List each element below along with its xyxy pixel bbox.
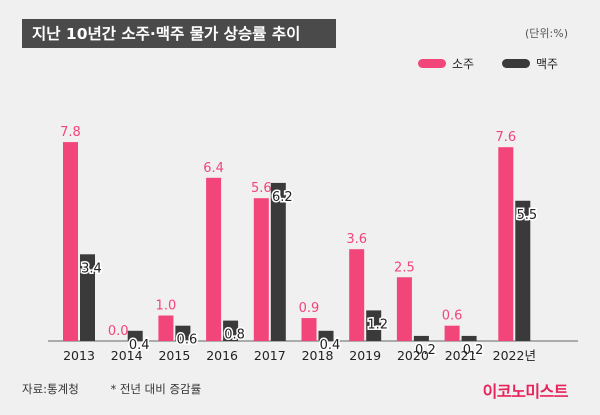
legend-label-soju: 소주 [452,56,475,71]
value-label-beer-2016: 0.8 [224,328,245,343]
bar-soju-2022년 [498,147,514,341]
bar-beer-2014 [127,330,143,341]
legend-label-beer: 맥주 [536,56,559,71]
value-label-beer-2022년: 5.5 [516,208,537,223]
x-tick-label-2017: 2017 [254,348,286,363]
value-label-beer-2017: 6.2 [272,190,293,205]
x-tick-label-2014: 2014 [111,348,143,363]
legend-swatch-soju [418,58,446,68]
x-tick-label-2019: 2019 [349,348,381,363]
x-tick-label-2018: 2018 [302,348,334,363]
value-label-beer-2018: 0.4 [320,338,341,353]
value-label-soju-2013: 7.8 [60,125,81,140]
value-label-beer-2019: 1.2 [367,317,388,332]
footer: 자료:통계청 * 전년 대비 증감률 [22,381,201,397]
footnote: * 전년 대비 증감률 [110,382,202,396]
bar-beer-2021 [461,335,477,341]
bar-soju-2016 [206,177,222,341]
bar-soju-2019 [349,249,365,341]
bar-beer-2016 [223,320,239,341]
value-label-beer-2014: 0.4 [129,338,150,353]
value-label-soju-2016: 6.4 [203,161,224,176]
bar-soju-2018 [301,318,317,341]
value-label-soju-2015: 1.0 [156,299,177,314]
value-label-soju-2018: 0.9 [299,301,320,316]
value-label-soju-2021: 0.6 [442,309,463,324]
brand-logo: 이코노미스트 [482,382,569,401]
value-label-beer-2013: 3.4 [81,261,102,276]
x-tick-label-2013: 2013 [63,348,95,363]
bar-beer-2018 [318,330,334,341]
bar-soju-2021 [444,325,460,341]
value-label-soju-2014: 0.0 [108,324,129,339]
legend-item-soju: 소주 [418,56,475,71]
bar-beer-2020 [413,335,429,341]
unit-label: (단위:%) [525,27,568,40]
x-tick-label-2015: 2015 [158,348,190,363]
x-tick-label-2016: 2016 [206,348,238,363]
bar-beer-2022년 [515,200,531,341]
bar-beer-2017 [270,182,286,341]
bar-soju-2017 [253,198,269,341]
bar-beer-2015 [175,325,191,341]
value-label-soju-2022년: 7.6 [495,130,516,145]
x-tick-label-2021: 2021 [445,348,477,363]
value-label-soju-2020: 2.5 [394,260,415,275]
chart-title: 지난 10년간 소주·맥주 물가 상승률 추이 [32,25,301,43]
value-label-beer-2020: 0.2 [415,343,436,358]
legend-swatch-beer [502,58,530,68]
legend-item-beer: 맥주 [502,56,559,71]
bar-beer-2019 [366,310,382,341]
bar-beer-2013 [80,254,95,341]
value-label-soju-2019: 3.6 [346,232,367,247]
x-tick-label-2022년: 2022년 [493,348,536,363]
bar-soju-2013 [63,142,78,341]
value-label-beer-2015: 0.6 [177,333,198,348]
bar-soju-2020 [396,277,412,341]
x-tick-label-2020: 2020 [397,348,429,363]
title-bar [22,19,336,48]
bar-soju-2015 [158,315,174,341]
value-label-soju-2017: 5.6 [251,181,272,196]
source-label: 자료:통계청 [22,382,79,396]
value-label-beer-2021: 0.2 [463,343,484,358]
